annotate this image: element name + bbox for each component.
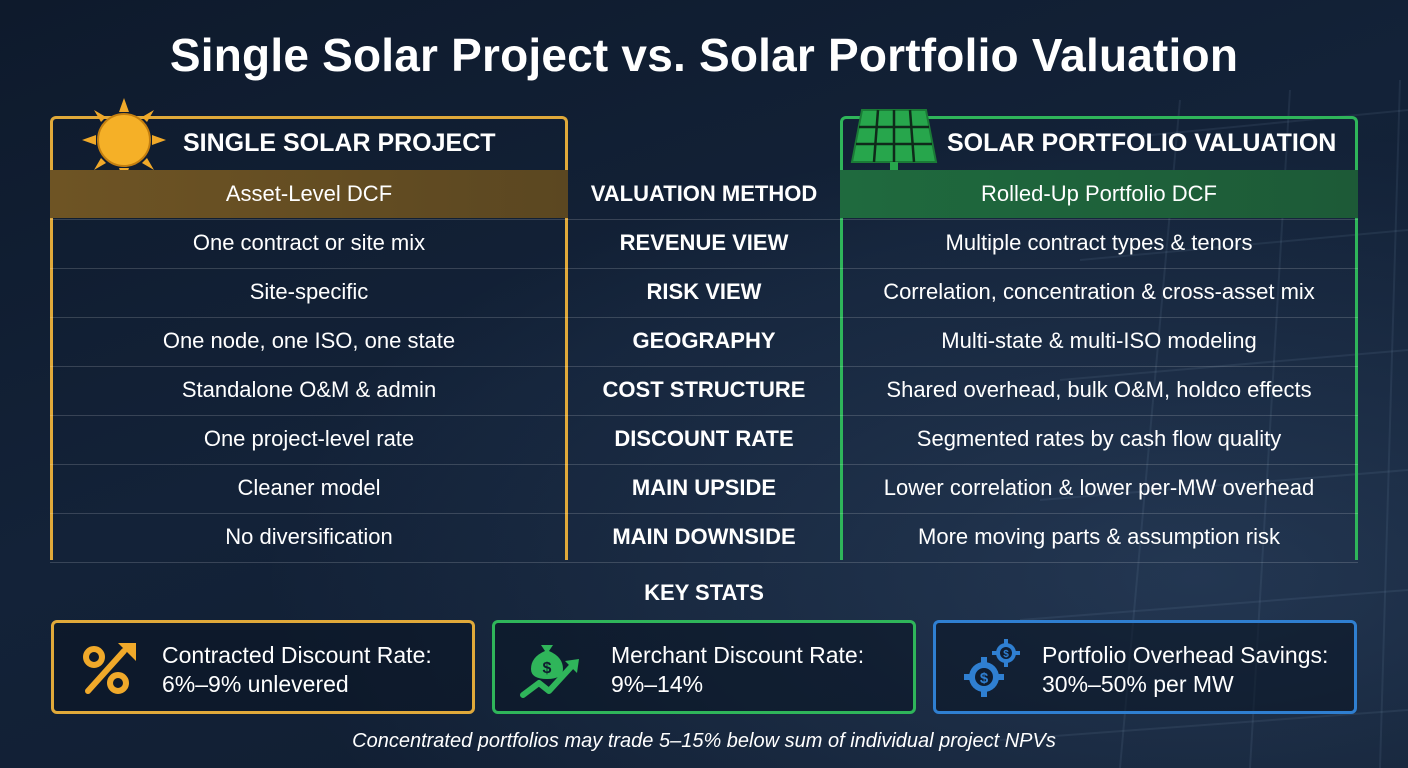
portfolio-cell: Segmented rates by cash flow quality bbox=[916, 426, 1282, 451]
key-stats-title: KEY STATS bbox=[644, 580, 764, 605]
row-label: GEOGRAPHY bbox=[632, 328, 776, 353]
single-project-cell: Standalone O&M & admin bbox=[181, 377, 437, 402]
dollar-gears-icon: $ $ bbox=[964, 639, 1020, 697]
single-project-cell: Asset-Level DCF bbox=[50, 170, 568, 218]
portfolio-cell: Shared overhead, bulk O&M, holdco effect… bbox=[886, 377, 1312, 402]
stat-value: 9%–14% bbox=[611, 671, 704, 697]
stat-card-overhead-savings: $ $ Portfolio Overhead Savings: 30%–50% … bbox=[933, 620, 1357, 714]
row-label: REVENUE VIEW bbox=[619, 230, 789, 255]
stat-value: 6%–9% unlevered bbox=[162, 671, 349, 697]
stat-card-contracted-rate: Contracted Discount Rate: 6%–9% unlevere… bbox=[51, 620, 475, 714]
svg-text:$: $ bbox=[1003, 649, 1009, 660]
page-title: Single Solar Project vs. Solar Portfolio… bbox=[169, 29, 1239, 81]
table-row: Cleaner model MAIN UPSIDE Lower correlat… bbox=[50, 464, 1358, 514]
table-row: Asset-Level DCF VALUATION METHOD Rolled-… bbox=[50, 170, 1358, 220]
stat-card-merchant-rate: $ Merchant Discount Rate: 9%–14% bbox=[492, 620, 916, 714]
stat-text: Contracted Discount Rate: 6%–9% unlevere… bbox=[162, 641, 432, 699]
portfolio-cell: Correlation, concentration & cross-asset… bbox=[883, 279, 1315, 304]
single-project-cell: One project-level rate bbox=[203, 426, 415, 451]
stat-label: Merchant Discount Rate: bbox=[611, 642, 865, 668]
table-row: One node, one ISO, one state GEOGRAPHY M… bbox=[50, 317, 1358, 367]
stat-text: Portfolio Overhead Savings: 30%–50% per … bbox=[1042, 641, 1328, 699]
portfolio-cell: Multiple contract types & tenors bbox=[945, 230, 1253, 255]
table-row: One project-level rate DISCOUNT RATE Seg… bbox=[50, 415, 1358, 465]
portfolio-cell: Rolled-Up Portfolio DCF bbox=[840, 170, 1358, 218]
footnote: Concentrated portfolios may trade 5–15% … bbox=[352, 730, 1056, 752]
row-label: MAIN UPSIDE bbox=[631, 475, 777, 500]
single-project-cell: Cleaner model bbox=[237, 475, 381, 500]
row-label: RISK VIEW bbox=[646, 279, 762, 304]
single-project-cell: No diversification bbox=[225, 524, 393, 549]
table-row: One contract or site mix REVENUE VIEW Mu… bbox=[50, 219, 1358, 269]
portfolio-cell: Multi-state & multi-ISO modeling bbox=[941, 328, 1257, 353]
money-bag-trend-icon: $ bbox=[520, 645, 579, 698]
single-project-header: SINGLE SOLAR PROJECT bbox=[183, 129, 496, 157]
single-project-cell: One node, one ISO, one state bbox=[162, 328, 456, 353]
svg-text:$: $ bbox=[980, 670, 989, 687]
percent-up-arrow-icon bbox=[83, 643, 136, 694]
single-project-cell: One contract or site mix bbox=[192, 230, 426, 255]
portfolio-header: SOLAR PORTFOLIO VALUATION bbox=[947, 129, 1337, 157]
stat-label: Contracted Discount Rate: bbox=[162, 642, 432, 668]
table-row: Site-specific RISK VIEW Correlation, con… bbox=[50, 268, 1358, 318]
row-label: VALUATION METHOD bbox=[590, 181, 818, 206]
svg-text:$: $ bbox=[543, 660, 552, 677]
single-project-cell: Site-specific bbox=[249, 279, 369, 304]
single-project-column bbox=[50, 116, 568, 560]
stat-value: 30%–50% per MW bbox=[1042, 671, 1234, 697]
portfolio-cell: Lower correlation & lower per-MW overhea… bbox=[883, 475, 1315, 500]
stat-label: Portfolio Overhead Savings: bbox=[1042, 642, 1329, 668]
table-row: Standalone O&M & admin COST STRUCTURE Sh… bbox=[50, 366, 1358, 416]
stat-text: Merchant Discount Rate: 9%–14% bbox=[611, 641, 864, 699]
row-label: COST STRUCTURE bbox=[602, 377, 806, 402]
row-label: DISCOUNT RATE bbox=[614, 426, 794, 451]
table-row: No diversification MAIN DOWNSIDE More mo… bbox=[50, 513, 1358, 563]
portfolio-cell: More moving parts & assumption risk bbox=[918, 524, 1280, 549]
row-label: MAIN DOWNSIDE bbox=[612, 524, 796, 549]
portfolio-column bbox=[840, 116, 1358, 560]
